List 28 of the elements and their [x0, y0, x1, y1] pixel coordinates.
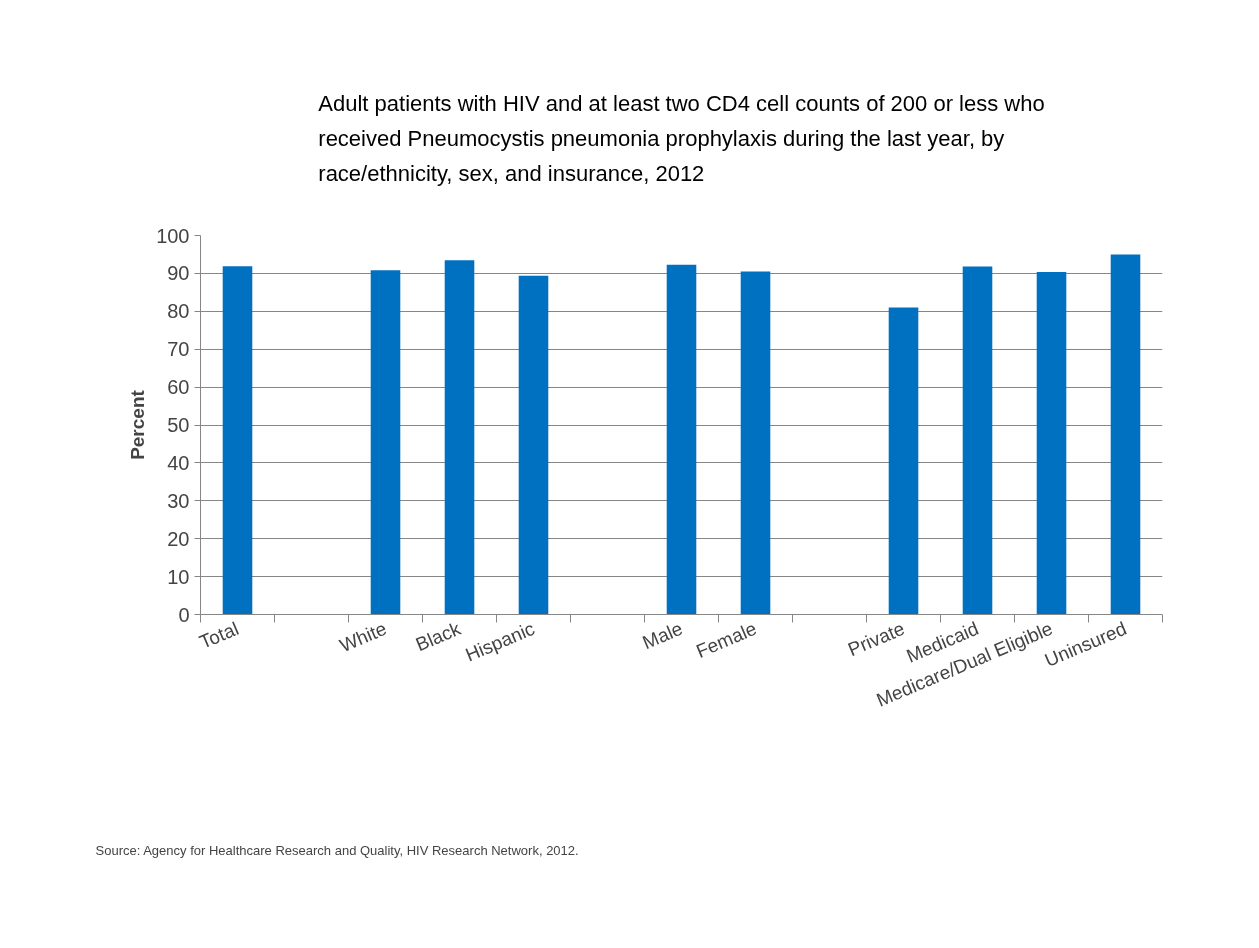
y-tick-label: 70: [167, 338, 190, 361]
bar: [666, 264, 697, 615]
x-tick-label: Male: [639, 617, 686, 654]
bar: [962, 266, 993, 615]
y-tick-label: 10: [167, 565, 190, 588]
y-tick-label: 30: [167, 489, 190, 512]
bar: [444, 260, 475, 615]
y-axis-title: Percent: [127, 389, 149, 460]
y-tick-label: 40: [167, 451, 190, 474]
bar: [1110, 254, 1141, 615]
y-tick-label: 100: [156, 224, 190, 247]
chart-title: Adult patients with HIV and at least two CD4 cell counts of 200 or less who received Pneumocystis pneumonia prophylaxis during the last year, by race/ethnicity, sex, and insurance, 2012: [318, 90, 1045, 186]
y-tick-label: 80: [167, 300, 190, 323]
bar: [1036, 271, 1067, 615]
bar: [370, 270, 401, 615]
x-tick-label: Black: [412, 617, 465, 656]
x-tick-label: Total: [196, 617, 242, 653]
y-tick-label: 20: [167, 527, 190, 550]
y-tick-label: 0: [178, 603, 190, 626]
y-tick-label: 50: [167, 414, 190, 436]
bar: [740, 271, 771, 615]
y-tick-label: 90: [167, 262, 190, 285]
bar: [222, 266, 253, 615]
bar: [888, 307, 919, 615]
x-tick-label: White: [336, 617, 390, 657]
bar: [518, 275, 549, 615]
y-tick-label: 60: [167, 376, 190, 399]
source-note: Source: Agency for Healthcare Research and Quality, HIV Research Network, 2012.: [95, 842, 579, 858]
